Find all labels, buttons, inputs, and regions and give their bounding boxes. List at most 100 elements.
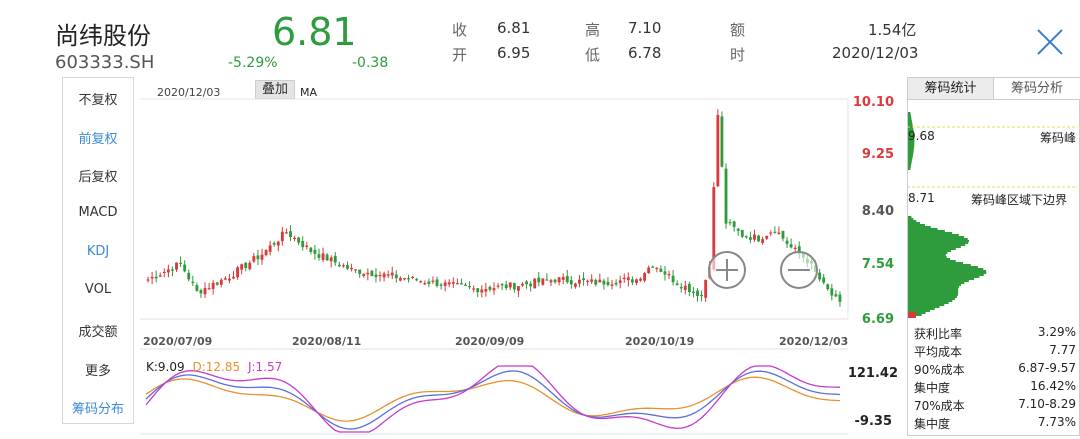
candle-body [736, 228, 740, 231]
chip-bar [908, 250, 952, 252]
candle-body [191, 281, 195, 284]
candle-body [565, 276, 569, 283]
chip-bar [908, 248, 956, 250]
candle-body [716, 115, 720, 187]
stat-value: 7.77 [1049, 343, 1076, 357]
sidebar-item-turnover[interactable]: 成交额 [78, 325, 118, 340]
kdj-lines-group [145, 365, 841, 433]
candle-body [549, 280, 553, 283]
candle-body [179, 262, 183, 264]
candle-body [203, 288, 207, 295]
candle-body [618, 280, 622, 284]
chip-bar [908, 164, 912, 166]
candle-body [443, 282, 447, 286]
tab-chip-stats[interactable]: 筹码统计 [908, 78, 994, 100]
candle-body [533, 278, 537, 289]
candle-body [594, 279, 598, 285]
tab-chip-analysis[interactable]: 筹码分析 [994, 78, 1080, 100]
kdj-d-value: D:12.85 [192, 360, 241, 374]
chip-bar [908, 274, 984, 276]
sidebar-item-kdj[interactable]: KDJ [86, 244, 110, 259]
chip-bar [908, 222, 921, 224]
candle-body [781, 231, 785, 239]
sidebar-item-backward-adjusted[interactable]: 后复权 [78, 170, 118, 185]
candle-body [541, 278, 545, 285]
sidebar-item-forward-adjusted[interactable]: 前复权 [78, 132, 118, 147]
zoom-in-icon[interactable] [708, 251, 746, 289]
candle-body [333, 255, 337, 263]
overlay-button[interactable]: 叠加 [255, 80, 295, 99]
chip-bar [908, 124, 913, 126]
chip-bar [908, 252, 948, 254]
stat-value: 7.73% [1037, 415, 1076, 429]
candle-body [500, 284, 504, 286]
sidebar-item-unadjusted[interactable]: 不复权 [78, 93, 118, 108]
candle-body [720, 116, 724, 167]
chip-bar [908, 154, 914, 156]
candle-body [398, 277, 402, 281]
candle-body [598, 279, 602, 283]
candle-body [626, 277, 630, 281]
chip-bar [908, 254, 946, 256]
zoom-out-icon[interactable] [780, 251, 818, 289]
chip-bar [908, 266, 978, 268]
candle-body [309, 247, 313, 252]
candle-body [838, 294, 842, 302]
candle-body [280, 231, 284, 242]
chip-bar [908, 142, 915, 144]
close-label: 收 [452, 21, 468, 39]
sidebar-item-chip-distribution[interactable]: 筹码分布 [71, 402, 124, 417]
chip-peak-label: 筹码峰 [1040, 131, 1077, 145]
candle-body [582, 278, 585, 281]
chip-bar [908, 218, 914, 220]
candle-body [154, 276, 158, 279]
chip-bar [908, 260, 956, 262]
stat-label: 平均成本 [914, 345, 963, 359]
chip-bar [908, 306, 940, 308]
stat-label: 集中度 [914, 417, 951, 431]
chip-bar [908, 128, 914, 130]
candle-body [260, 254, 264, 260]
chip-bar [908, 310, 930, 312]
sidebar-item-macd[interactable]: MACD [78, 205, 118, 220]
candle-body [407, 278, 410, 280]
high-value: 7.10 [628, 19, 662, 37]
chip-bar [908, 298, 956, 300]
chip-bar [908, 240, 970, 242]
chip-bar [908, 288, 959, 290]
candle-body [602, 280, 606, 285]
sidebar-item-more[interactable]: 更多 [84, 364, 111, 379]
candle-body [525, 281, 528, 285]
chip-bar [908, 226, 931, 228]
candle-body [675, 283, 679, 286]
chip-bar [908, 268, 984, 270]
kdj-axis-max: 121.42 [847, 366, 898, 381]
chip-bar [908, 300, 953, 302]
chip-bar [908, 152, 914, 154]
candle-body [488, 286, 492, 290]
chip-bar [908, 264, 971, 266]
candle-body [268, 245, 272, 252]
price-axis-label-3: 8.40 [861, 204, 894, 219]
candle-body [484, 288, 488, 292]
price-axis-label-4: 7.54 [861, 257, 894, 272]
x-axis-label-2: 2020/08/11 [292, 335, 362, 348]
stat-value: 6.87-9.57 [1018, 361, 1076, 375]
candle-body [655, 267, 659, 269]
candle-body [451, 282, 455, 284]
sidebar-item-vol[interactable]: VOL [84, 282, 112, 297]
candle-body [692, 291, 695, 293]
candle-body [252, 256, 256, 262]
candle-body [468, 285, 472, 288]
candle-body [276, 241, 280, 246]
candle-body [382, 273, 386, 278]
candle-body [264, 249, 268, 256]
candle-body [818, 272, 822, 280]
candle-body [219, 279, 223, 285]
time-value: 2020/12/03 [832, 44, 919, 62]
candle-body [183, 264, 187, 272]
candle-body [329, 257, 333, 262]
candle-body [753, 234, 756, 240]
candle-body [740, 229, 744, 237]
